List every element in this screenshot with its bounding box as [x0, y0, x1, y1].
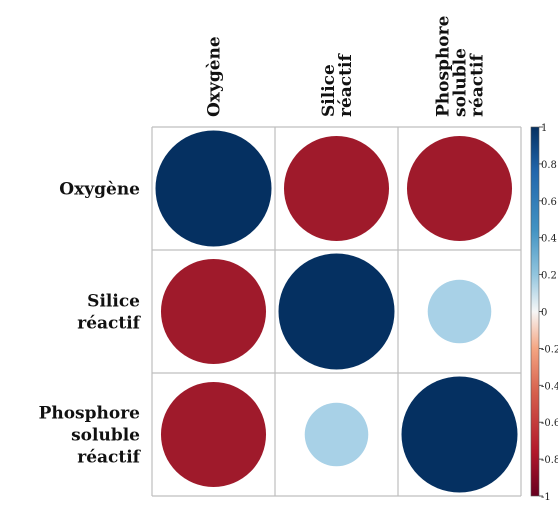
- colorbar-tick-label: 0.4: [541, 234, 557, 245]
- correlation-circle-r1-c2: [427, 279, 492, 344]
- correlation-circle-r0-c2: [406, 135, 513, 242]
- row-label-2: soluble: [71, 426, 140, 446]
- colorbar-tick-label: -0.4: [541, 381, 558, 392]
- row-labels: OxygèneSiliceréactifPhosphoresolubleréac…: [39, 180, 142, 468]
- column-label-line: réactif: [468, 53, 488, 117]
- colorbar-tick-label: 0.8: [541, 160, 557, 171]
- correlation-circle-r2-c0: [160, 381, 267, 488]
- correlation-circle-r2-c1: [304, 402, 369, 467]
- color-legend: 1 0.8 0.6 0.4 0.2 0 -0.2 -0.4 -0.6 -0.8 -1: [530, 123, 558, 503]
- row-label-0: Oxygène: [59, 180, 140, 200]
- column-label-line: Phosphore: [434, 15, 454, 117]
- colorbar-tick-label: 0.2: [541, 271, 557, 282]
- correlation-circle-r2-c2: [401, 376, 518, 493]
- correlation-circle-r1-c1: [278, 253, 395, 370]
- row-label-1: réactif: [77, 314, 141, 334]
- colorbar-tick-label: -0.6: [541, 418, 558, 429]
- colorbar: [530, 126, 540, 497]
- row-label-2: réactif: [77, 448, 141, 468]
- colorbar-tick-label: -0.2: [541, 344, 558, 355]
- colorbar-tick-label: 0: [541, 308, 547, 319]
- correlation-circles: [155, 130, 518, 493]
- colorbar-tick-label: 1: [541, 123, 547, 134]
- matrix-grid: [151, 126, 522, 497]
- colorbar-tick-label: 0.6: [541, 197, 557, 208]
- column-label-line: Silice: [319, 64, 339, 117]
- column-label-line: Oxygène: [205, 36, 225, 117]
- column-label-0: Oxygène: [205, 36, 225, 117]
- colorbar-tick-label: -1: [541, 492, 551, 503]
- column-label-line: réactif: [336, 53, 356, 117]
- colorbar-tick-label: -0.8: [541, 455, 558, 466]
- row-label-2: Phosphore: [39, 404, 141, 424]
- row-label-1: Silice: [87, 292, 140, 312]
- correlation-circle-r0-c0: [155, 130, 272, 247]
- column-label-line: soluble: [451, 48, 471, 117]
- correlation-circle-r1-c0: [160, 258, 267, 365]
- correlation-circle-r0-c1: [283, 135, 390, 242]
